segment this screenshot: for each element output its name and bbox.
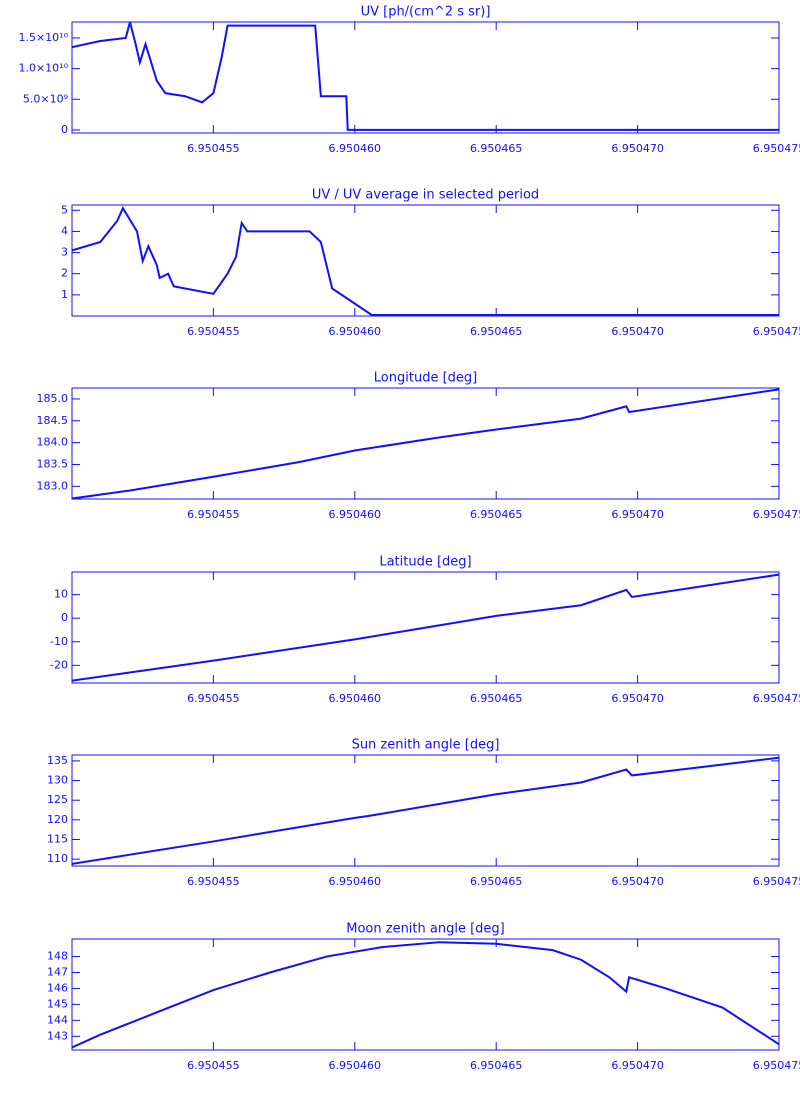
y-tick-label: 135 <box>47 754 68 767</box>
panel: UV / UV average in selected period 1 2 3 4 5 6… <box>61 188 800 339</box>
y-tick-label: 3 <box>61 246 68 259</box>
y-tick-label: 145 <box>47 997 68 1010</box>
x-tick-label: 6.950465 <box>470 142 523 155</box>
panel: Latitude [deg] -20 -10 0 10 6.950455 6.950460 6… <box>50 555 800 706</box>
y-tick-label: 125 <box>47 793 68 806</box>
x-tick-label: 6.950475 <box>753 875 800 888</box>
data-line <box>72 573 779 682</box>
y-tick-label: 0 <box>61 611 68 624</box>
y-tick-label: 183.5 <box>37 457 69 470</box>
x-tick-label: 6.950470 <box>611 508 664 521</box>
x-tick-label: 6.950460 <box>329 1059 382 1072</box>
panel-title: Moon zenith angle [deg] <box>346 922 504 937</box>
y-tick-label: 10 <box>54 588 68 601</box>
x-tick-label: 6.950475 <box>753 1059 800 1072</box>
panel-title: Longitude [deg] <box>374 371 477 386</box>
data-line <box>72 388 779 499</box>
y-tick-label: 147 <box>47 965 68 978</box>
y-tick-label: 1.0×10¹⁰ <box>18 62 68 75</box>
x-tick-label: 6.950455 <box>187 508 240 521</box>
x-tick-label: 6.950470 <box>611 692 664 705</box>
y-tick-label: 183.0 <box>37 479 69 492</box>
data-line <box>72 756 779 865</box>
x-tick-label: 6.950470 <box>611 142 664 155</box>
y-tick-label: 146 <box>47 981 68 994</box>
y-tick-label: 115 <box>47 832 68 845</box>
panel: Moon zenith angle [deg] 143 144 145 146 147 14… <box>47 922 800 1073</box>
y-tick-label: 5.0×10⁹ <box>23 92 68 105</box>
x-tick-label: 6.950455 <box>187 1059 240 1072</box>
x-tick-label: 6.950455 <box>187 692 240 705</box>
panel: Longitude [deg] 183.0 183.5 184.0 184.5 185.0… <box>37 371 800 522</box>
x-tick-label: 6.950460 <box>329 692 382 705</box>
x-tick-label: 6.950460 <box>329 875 382 888</box>
x-tick-label: 6.950475 <box>753 325 800 338</box>
x-tick-label: 6.950470 <box>611 875 664 888</box>
y-tick-label: 5 <box>61 203 68 216</box>
y-tick-label: -10 <box>50 635 68 648</box>
y-tick-label: 1.5×10¹⁰ <box>18 31 68 44</box>
y-tick-label: 110 <box>47 852 68 865</box>
panel-title: Latitude [deg] <box>379 555 471 570</box>
panel-title: UV [ph/(cm^2 s sr)] <box>361 5 491 20</box>
x-tick-label: 6.950455 <box>187 142 240 155</box>
y-tick-label: 4 <box>61 224 68 237</box>
y-tick-label: 185.0 <box>37 392 69 405</box>
x-tick-label: 6.950475 <box>753 508 800 521</box>
y-tick-label: 143 <box>47 1029 68 1042</box>
x-tick-label: 6.950465 <box>470 692 523 705</box>
data-line <box>72 206 779 316</box>
x-tick-label: 6.950455 <box>187 325 240 338</box>
x-tick-label: 6.950460 <box>329 325 382 338</box>
panel-title: Sun zenith angle [deg] <box>352 738 500 753</box>
y-tick-label: 184.0 <box>37 436 69 449</box>
x-tick-label: 6.950465 <box>470 875 523 888</box>
y-tick-label: 120 <box>47 813 68 826</box>
plot-frame <box>71 938 780 1051</box>
y-tick-label: 130 <box>47 774 68 787</box>
y-tick-label: 148 <box>47 950 68 963</box>
x-tick-label: 6.950465 <box>470 508 523 521</box>
data-line <box>72 941 779 1049</box>
y-tick-label: 144 <box>47 1013 68 1026</box>
y-tick-label: -20 <box>50 658 68 671</box>
plot-frame <box>71 204 780 317</box>
y-tick-label: 184.5 <box>37 414 69 427</box>
x-tick-label: 6.950455 <box>187 875 240 888</box>
plot-frame <box>71 21 780 134</box>
y-tick-label: 2 <box>61 267 68 280</box>
x-tick-label: 6.950470 <box>611 325 664 338</box>
panel: Sun zenith angle [deg] 110 115 120 125 130 135… <box>47 738 800 889</box>
panel-title: UV / UV average in selected period <box>312 188 539 203</box>
x-tick-label: 6.950470 <box>611 1059 664 1072</box>
panel: UV [ph/(cm^2 s sr)] 0 5.0×10⁹ 1.0×10¹⁰ 1.5×1… <box>18 5 800 156</box>
plot-frame <box>71 571 780 684</box>
x-tick-label: 6.950465 <box>470 325 523 338</box>
plot-frame <box>71 387 780 500</box>
data-line <box>72 22 779 131</box>
plot-frame <box>71 754 780 867</box>
y-tick-label: 1 <box>61 288 68 301</box>
y-tick-label: 0 <box>61 123 68 136</box>
x-tick-label: 6.950475 <box>753 692 800 705</box>
x-tick-label: 6.950460 <box>329 142 382 155</box>
x-tick-label: 6.950465 <box>470 1059 523 1072</box>
x-tick-label: 6.950460 <box>329 508 382 521</box>
x-tick-label: 6.950475 <box>753 142 800 155</box>
